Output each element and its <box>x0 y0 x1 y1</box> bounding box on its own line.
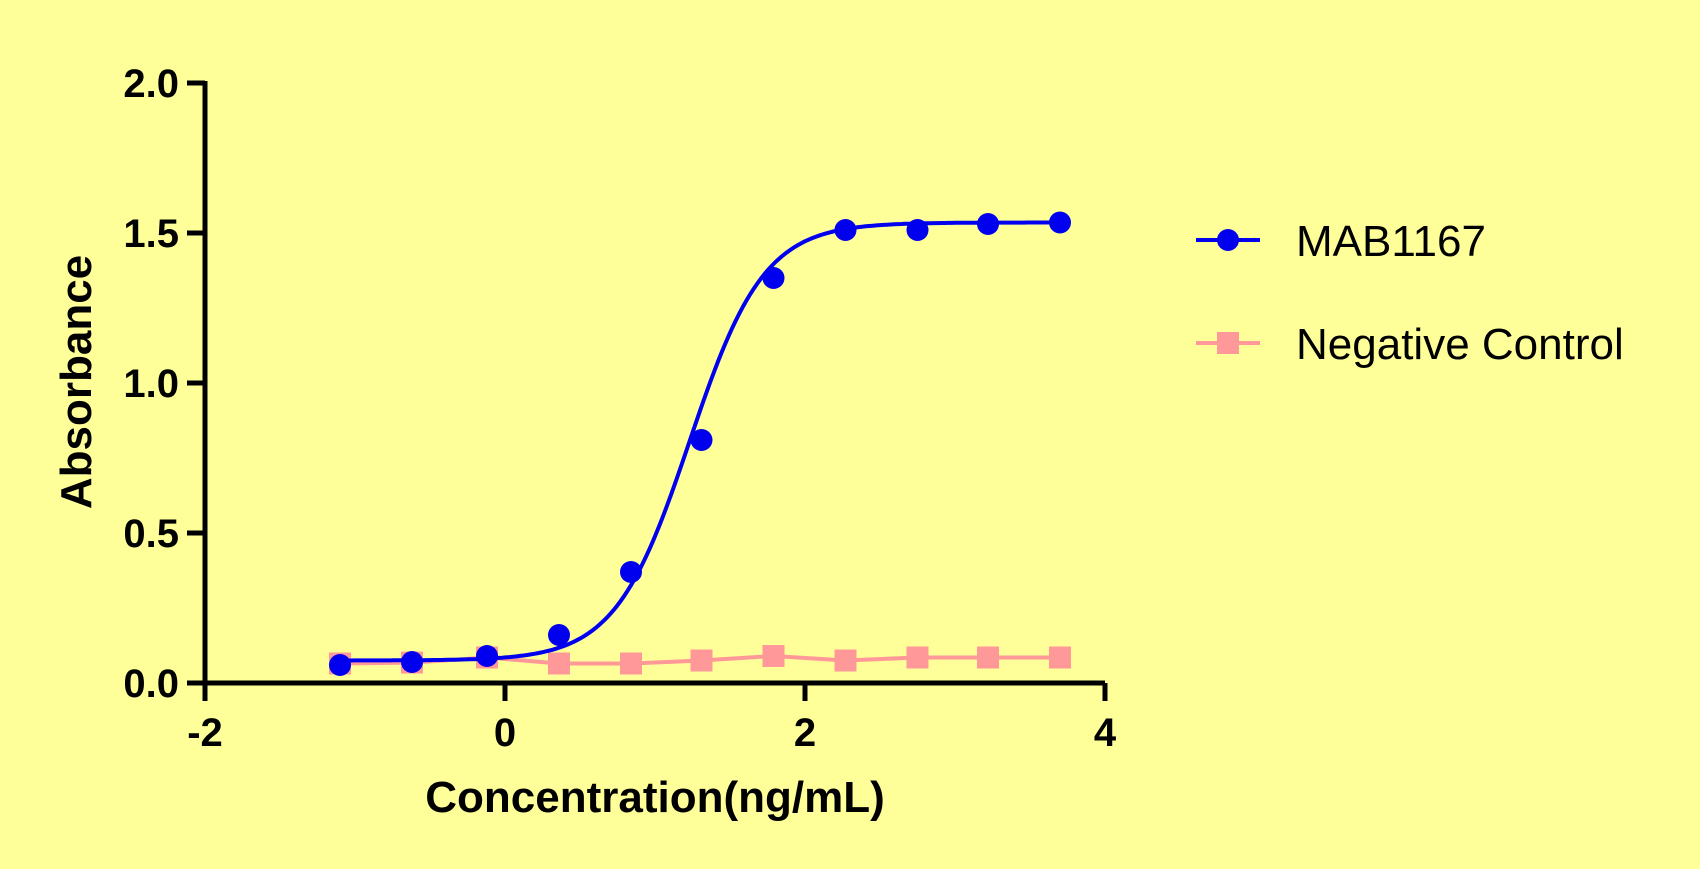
data-point-mab1167 <box>329 654 351 676</box>
data-point-mab1167 <box>401 651 423 673</box>
data-point-negative-control <box>906 646 929 669</box>
data-point-negative-control <box>1049 646 1071 669</box>
y-tick-label: 2.0 <box>123 62 179 106</box>
data-point-negative-control <box>762 645 785 667</box>
data-point-mab1167 <box>690 429 713 451</box>
x-tick-label: -2 <box>187 711 223 755</box>
fit-curve-mab1167 <box>340 220 1060 663</box>
data-point-negative-control <box>548 652 570 675</box>
x-tick-label: 0 <box>494 711 516 755</box>
data-point-negative-control <box>690 649 713 672</box>
y-tick-label: 1.5 <box>123 212 179 256</box>
axes: 0.0 0.5 1.0 1.5 2.0 -2 0 2 4 <box>123 62 1116 755</box>
x-tick-label: 4 <box>1094 711 1117 755</box>
data-point-mab1167 <box>977 213 999 235</box>
y-tick-label: 0.0 <box>123 662 179 706</box>
legend-marker-negative-control <box>1217 332 1239 354</box>
data-point-negative-control <box>834 649 857 672</box>
legend-label-mab1167: MAB1167 <box>1296 217 1486 266</box>
x-tick-label: 2 <box>794 711 816 755</box>
y-tick-label: 0.5 <box>123 512 179 556</box>
x-axis-title: Concentration(ng/mL) <box>425 773 885 822</box>
data-point-mab1167 <box>620 561 642 583</box>
legend-label-negative-control: Negative Control <box>1296 320 1624 369</box>
data-point-negative-control <box>977 646 999 669</box>
data-point-mab1167 <box>762 267 785 289</box>
data-point-mab1167 <box>476 645 498 667</box>
y-axis-title: Absorbance <box>52 255 101 509</box>
data-point-mab1167 <box>1049 211 1071 234</box>
data-point-mab1167 <box>906 219 929 241</box>
legend-marker-mab1167 <box>1217 229 1239 251</box>
data-point-mab1167 <box>834 219 857 241</box>
plot-area <box>329 211 1071 676</box>
data-point-negative-control <box>620 652 642 675</box>
data-point-mab1167 <box>548 624 570 646</box>
y-tick-label: 1.0 <box>123 362 179 406</box>
legend: MAB1167 Negative Control <box>1196 217 1624 369</box>
